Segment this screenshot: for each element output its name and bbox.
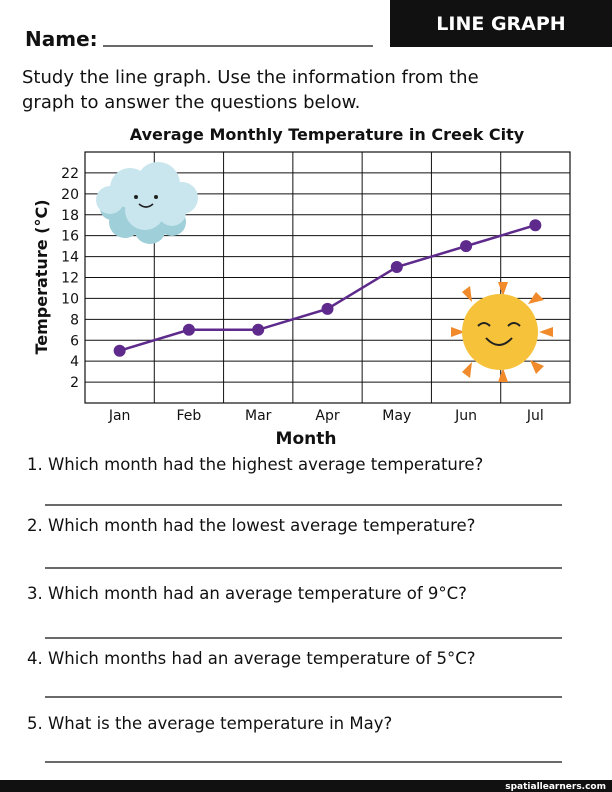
badge-bg (390, 0, 612, 47)
x-tick-label: May (382, 408, 411, 424)
x-tick-label: Jan (108, 408, 131, 424)
instructions: Study the line graph. Use the informatio… (22, 67, 479, 88)
point (321, 302, 334, 315)
y-tick-label: 18 (61, 208, 79, 224)
x-tick-label: Jun (454, 408, 477, 424)
x-axis-label: Month (276, 429, 337, 449)
y-tick-label: 2 (70, 375, 79, 391)
x-tick-label: Apr (315, 408, 339, 424)
y-axis-label: Temperature (°C) (32, 199, 51, 354)
question: 5. What is the average temperature in Ma… (27, 714, 392, 733)
y-tick-label: 10 (61, 291, 79, 307)
question: 1. Which month had the highest average t… (27, 455, 483, 474)
point (182, 323, 195, 336)
point (113, 344, 126, 357)
y-tick-label: 6 (70, 333, 79, 349)
point (529, 219, 542, 232)
question: 2. Which month had the lowest average te… (27, 516, 475, 535)
y-tick-label: 4 (70, 354, 79, 370)
badge: LINE GRAPH (436, 13, 565, 35)
x-tick-label: Feb (177, 408, 202, 424)
question: 3. Which month had an average temperatur… (27, 584, 467, 603)
point (460, 240, 473, 253)
y-tick-label: 20 (61, 187, 79, 203)
footer: spatiallearners.com (505, 782, 606, 792)
plot: 2 4 6 8 10 12 14 16 18 20 22 Jan Feb Mar Apr May Jun Jul (61, 151, 571, 424)
name-label: Name: (25, 27, 98, 51)
y-tick-label: 12 (61, 271, 79, 287)
chart-title: Average Monthly Temperature in Creek Cit… (130, 125, 525, 144)
question: 4. Which months had an average temperatu… (27, 649, 476, 668)
footer-bar (0, 780, 612, 792)
cloud-icon (96, 162, 198, 244)
x-tick-label: Mar (245, 408, 272, 424)
point (252, 323, 265, 336)
y-tick-label: 22 (61, 166, 79, 182)
y-tick-label: 14 (61, 250, 79, 266)
y-tick-label: 8 (70, 312, 79, 328)
y-tick-label: 16 (61, 229, 79, 245)
x-tick-label: Jul (526, 408, 544, 424)
questions: 1. Which month had the highest average t… (27, 455, 562, 763)
point (390, 261, 403, 274)
sun-icon (451, 282, 553, 382)
instructions: graph to answer the questions below. (22, 92, 360, 113)
